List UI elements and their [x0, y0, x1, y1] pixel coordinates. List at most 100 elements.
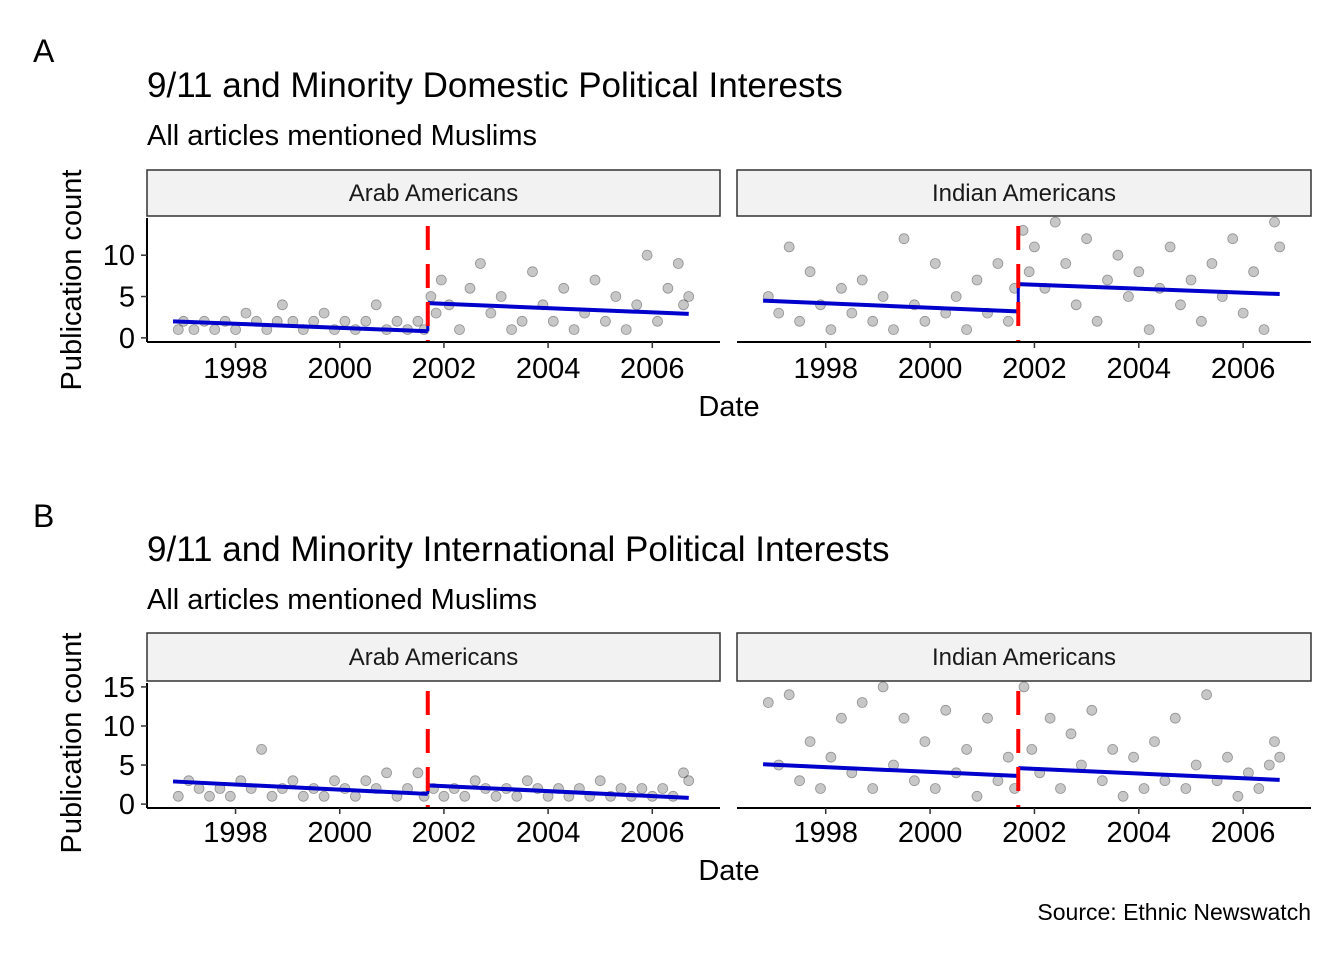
- data-point: [1175, 299, 1186, 311]
- data-point: [589, 274, 601, 286]
- x-tick-label: 2000: [307, 353, 372, 385]
- data-point: [1169, 712, 1181, 724]
- data-point: [391, 315, 403, 327]
- data-point: [266, 790, 278, 802]
- data-point: [287, 775, 299, 787]
- data-point: [1133, 266, 1145, 278]
- fit-line: [763, 298, 1019, 314]
- data-point: [794, 775, 805, 787]
- data-point: [971, 790, 983, 802]
- x-tick-label: 1998: [793, 817, 858, 849]
- data-point: [610, 291, 622, 302]
- data-point: [430, 307, 442, 319]
- data-point: [360, 775, 372, 787]
- data-point: [961, 744, 972, 755]
- chart-b: B 9/11 and Minority International Politic…: [33, 498, 1312, 887]
- data-point: [339, 315, 351, 327]
- data-point: [1018, 681, 1030, 693]
- data-point: [1055, 783, 1066, 794]
- data-point: [672, 258, 684, 269]
- x-tick-label: 2000: [898, 353, 963, 385]
- data-point: [1002, 751, 1014, 763]
- x-tick-label: 2004: [516, 353, 581, 385]
- data-point: [652, 315, 663, 327]
- data-point: [318, 307, 330, 319]
- data-point: [1049, 216, 1061, 228]
- data-point: [1232, 790, 1244, 802]
- fit-line: [762, 762, 1019, 778]
- data-point: [1029, 241, 1040, 253]
- data-point: [1112, 249, 1124, 261]
- data-point: [490, 790, 502, 802]
- data-point: [1274, 241, 1286, 253]
- data-point: [438, 790, 450, 802]
- fit-line: [427, 301, 689, 316]
- data-point: [1091, 315, 1103, 327]
- data-point: [506, 324, 518, 336]
- data-point: [804, 266, 816, 278]
- x-tick-label: 2002: [1002, 817, 1067, 849]
- data-point: [846, 307, 858, 319]
- data-point: [815, 783, 826, 794]
- data-point: [204, 790, 215, 802]
- data-point: [1274, 751, 1286, 763]
- data-point: [877, 291, 889, 302]
- data-point: [888, 324, 899, 336]
- chart-subtitle: All articles mentioned Muslims: [147, 120, 537, 152]
- x-axis-label: Date: [698, 391, 759, 423]
- facet-strip-label: Indian Americans: [932, 644, 1116, 671]
- y-tick-label: 0: [119, 789, 135, 821]
- panel-arab-americans: Arab Americans 1998 2000 2002 2004 2006 0 5 10 15: [103, 632, 721, 849]
- data-point: [349, 790, 361, 802]
- y-tick-label: 15: [103, 672, 135, 704]
- chart-a: A 9/11 and Minority Domestic Political In…: [33, 33, 1312, 423]
- data-point: [1164, 241, 1176, 253]
- facet-strip-label: Indian Americans: [932, 180, 1116, 207]
- data-point: [836, 712, 847, 724]
- data-point: [1143, 324, 1155, 336]
- data-point: [929, 258, 941, 269]
- facet-strip-label: Arab Americans: [349, 180, 518, 207]
- data-point: [516, 315, 528, 327]
- data-point: [474, 258, 486, 269]
- data-point: [982, 712, 993, 724]
- y-tick-label: 5: [119, 282, 135, 314]
- fit-line: [427, 783, 689, 800]
- data-point: [276, 299, 288, 311]
- x-axis-label: Date: [698, 855, 759, 887]
- facet-strip-label: Arab Americans: [349, 644, 518, 671]
- data-point: [511, 790, 523, 802]
- data-point: [877, 681, 889, 693]
- data-point: [1227, 233, 1239, 245]
- data-point: [454, 324, 465, 336]
- data-point: [435, 274, 447, 286]
- data-point: [224, 790, 236, 802]
- x-tick-label: 2004: [1107, 817, 1172, 849]
- x-tick-label: 2000: [307, 817, 372, 849]
- data-point: [794, 315, 805, 327]
- data-point: [919, 736, 931, 747]
- data-point: [412, 315, 424, 327]
- data-point: [558, 282, 570, 294]
- data-point: [1269, 216, 1280, 228]
- fit-line: [172, 319, 428, 334]
- data-point: [1123, 291, 1134, 302]
- x-tick-label: 2002: [412, 353, 477, 385]
- data-point: [836, 282, 847, 294]
- data-point: [360, 315, 372, 327]
- data-point: [961, 324, 972, 336]
- data-point: [1237, 307, 1249, 319]
- data-point: [919, 315, 931, 327]
- data-point: [193, 783, 205, 794]
- data-point: [804, 736, 816, 747]
- data-point: [329, 775, 340, 787]
- x-tick-label: 1998: [793, 353, 858, 385]
- panel-indian-americans: Indian Americans 1998 2000 2002 2004 2006: [736, 632, 1312, 849]
- data-point: [209, 324, 221, 336]
- data-point: [1180, 783, 1192, 794]
- data-point: [459, 790, 471, 802]
- x-tick-label: 1998: [203, 817, 268, 849]
- data-point: [1002, 315, 1014, 327]
- data-point: [1253, 783, 1265, 794]
- x-tick-label: 2004: [516, 817, 581, 849]
